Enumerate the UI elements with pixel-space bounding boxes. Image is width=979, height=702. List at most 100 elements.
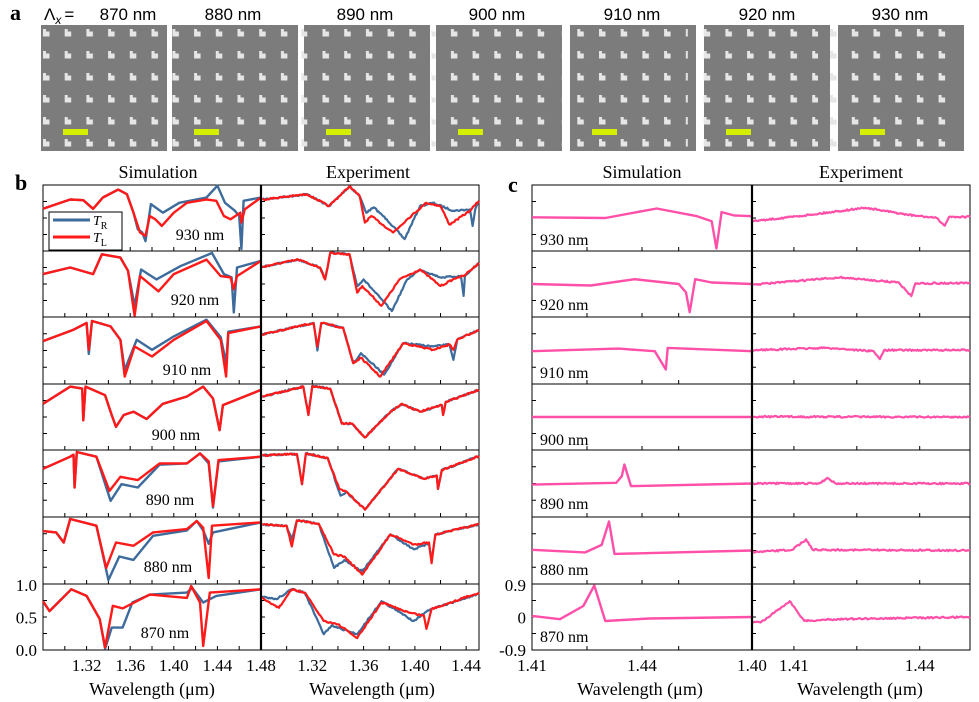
legend-label-tl: TL [93, 231, 107, 249]
series-tl-line [262, 384, 480, 439]
scale-bar [194, 129, 219, 135]
x-tick-label: 1.44 [627, 656, 657, 675]
series-tl-line [261, 185, 480, 234]
series-tl-line [261, 452, 480, 511]
column-title: Experiment [819, 162, 903, 182]
series-cd-line [751, 346, 971, 361]
row-930-nm: 930 nm [531, 184, 753, 252]
series-cd-line [531, 278, 753, 314]
x-axis-label: Wavelength (μm) [577, 679, 703, 700]
row-880-nm: 880 nm [42, 516, 262, 585]
series-cd-line [751, 206, 971, 227]
plot-frame [260, 516, 480, 585]
scale-bar [63, 129, 88, 135]
column-title: Simulation [602, 162, 681, 182]
series-tl-line [261, 588, 480, 640]
plot-frame [260, 449, 480, 518]
row-890-nm [260, 449, 480, 518]
sem-image-tile: 920 nm [692, 5, 830, 151]
chart-b-simulation: Simulation Wavelength (μm) 1.32 1.36 1.40 1.4… [16, 162, 276, 700]
sem-image-tile: 900 nm [431, 5, 562, 151]
series-tr-line [42, 251, 262, 314]
series-tl-line [42, 188, 262, 237]
row-label: 890 nm [146, 492, 195, 509]
scale-bar [458, 129, 483, 135]
row-890-nm: 890 nm [531, 449, 753, 518]
series-tr-line [260, 587, 480, 636]
y-tick-label: 0.5 [16, 609, 37, 628]
y-tick-label: 0.0 [16, 641, 37, 660]
panel-a: a Λx = 870 nm 880 nm 890 nm 900 nm 910 nm 920 … [10, 0, 964, 151]
row-label: 870 nm [141, 625, 190, 642]
y-tick-label: 1.0 [16, 576, 37, 595]
row-900-nm: 900 nm [42, 383, 262, 451]
series-tr-line [42, 385, 262, 432]
column-title: Experiment [326, 162, 410, 182]
x-tick-label: 1.36 [115, 656, 145, 675]
row-930-nm: 930 nm [42, 184, 262, 252]
series-cd-line [751, 538, 971, 554]
x-tick-label: 1.32 [72, 656, 102, 675]
row-label: 870 nm [540, 629, 589, 646]
series-cd-line [531, 463, 753, 488]
x-tick-label: 1.44 [905, 656, 935, 675]
lambda-symbol: Λx = [44, 5, 74, 27]
series-cd-line [751, 275, 971, 298]
x-tick-label: 1.36 [349, 656, 379, 675]
row-920-nm: 920 nm [42, 250, 262, 318]
row-label: 900 nm [540, 432, 589, 449]
l-shaped-nanostructure-array [301, 25, 428, 151]
row-900-nm: 900 nm [531, 383, 753, 451]
l-shaped-nanostructure-array [41, 25, 167, 151]
panel-c-label: c [508, 172, 518, 197]
row-890-nm [751, 449, 971, 518]
panel-c: c Simulation Wavelength (μm) 1.41 1.44 0.9 0 -… [499, 162, 971, 700]
tile-label: 890 nm [337, 5, 394, 24]
tile-label: 870 nm [100, 5, 157, 24]
legend: TR TL [48, 211, 123, 251]
scale-bar [860, 129, 885, 135]
x-tick-label: 1.32 [297, 656, 327, 675]
series-tr-line [262, 384, 480, 439]
row-label: 900 nm [152, 427, 201, 444]
row-910-nm: 910 nm [531, 316, 753, 385]
x-axis-label: Wavelength (μm) [309, 679, 435, 700]
row-label: 910 nm [540, 365, 589, 382]
column-title: Simulation [118, 162, 197, 182]
series-tl-line [42, 517, 262, 580]
series-cd-line [531, 346, 753, 371]
y-tick-label: -0.9 [499, 641, 526, 660]
x-tick-label: 1.44 [203, 656, 233, 675]
row-910-nm [260, 316, 480, 385]
l-shaped-nanostructure-array [822, 25, 949, 151]
x-tick-label: 1.40 [737, 656, 767, 675]
series-tl-line [262, 519, 480, 576]
sem-image-tile: 910 nm [561, 5, 696, 151]
row-label: 920 nm [540, 297, 589, 314]
row-920-nm [751, 250, 971, 318]
row-label: 930 nm [540, 232, 589, 249]
scale-bar [326, 129, 351, 135]
l-shaped-nanostructure-array [431, 25, 558, 151]
row-label: 910 nm [163, 362, 212, 379]
tile-label: 930 nm [872, 5, 929, 24]
tile-label: 910 nm [604, 5, 661, 24]
row-880-nm [260, 516, 480, 585]
series-cd-line [531, 207, 753, 250]
l-shaped-nanostructure-array [692, 25, 818, 151]
sem-image-tile: 890 nm [301, 5, 430, 151]
row-880-nm: 880 nm [531, 516, 753, 585]
y-tick-label: 0 [518, 609, 527, 628]
row-910-nm [751, 316, 971, 385]
chart-b-experiment: Experiment Wavelength (μm) 1.32 1.36 1.40 1.4… [259, 162, 482, 700]
row-930-nm [751, 184, 971, 252]
sem-image-tile: 870 nm [41, 5, 167, 151]
row-900-nm [751, 383, 971, 451]
row-900-nm [260, 383, 480, 451]
row-label: 880 nm [540, 562, 589, 579]
series-tl-line [262, 251, 480, 307]
plot-frame [42, 250, 262, 318]
x-axis-label: Wavelength (μm) [797, 679, 923, 700]
series-tl-line [42, 450, 262, 508]
